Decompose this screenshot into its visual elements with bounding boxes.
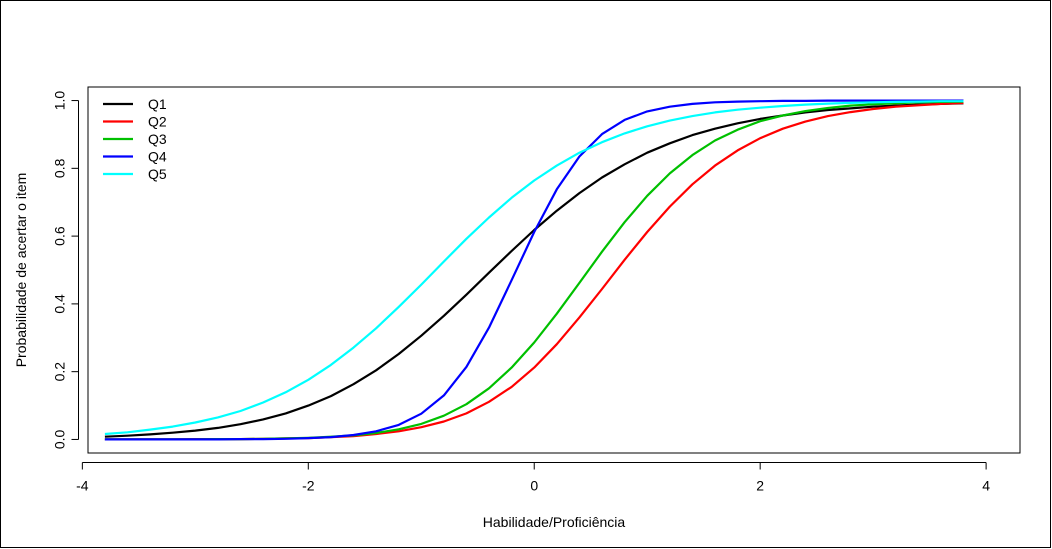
- legend-label-q4: Q4: [148, 149, 167, 165]
- y-tick-label: 0.8: [52, 158, 68, 178]
- y-tick-label: 0.4: [52, 294, 68, 314]
- series-line-q2: [104, 101, 964, 441]
- series-line-q5: [104, 100, 964, 436]
- series-line-q3: [104, 100, 964, 441]
- series-line-q1: [104, 102, 964, 438]
- x-tick-label: -4: [76, 478, 89, 494]
- series-layer: [104, 99, 964, 441]
- y-axis-label: Probabilidade de acertar o item: [13, 173, 29, 368]
- series-line-q4: [104, 99, 964, 441]
- x-tick-label: -2: [302, 478, 315, 494]
- y-tick-label: 0.2: [52, 362, 68, 382]
- legend-label-q2: Q2: [148, 114, 167, 130]
- legend-label-q5: Q5: [148, 166, 167, 182]
- legend-label-q3: Q3: [148, 131, 167, 147]
- x-tick-label: 0: [530, 478, 538, 494]
- y-tick-label: 0.0: [52, 430, 68, 450]
- y-tick-label: 1.0: [52, 91, 68, 111]
- x-tick-label: 2: [756, 478, 764, 494]
- axes: -4 -2 0 2 4 0.0 0.2 0.4 0.6 0.8 1.0: [52, 86, 1021, 494]
- x-tick-label: 4: [982, 478, 990, 494]
- y-tick-label: 0.6: [52, 226, 68, 246]
- plot-box: [87, 86, 1021, 454]
- x-axis-label: Habilidade/Proficiência: [483, 514, 626, 530]
- legend-label-q1: Q1: [148, 96, 167, 112]
